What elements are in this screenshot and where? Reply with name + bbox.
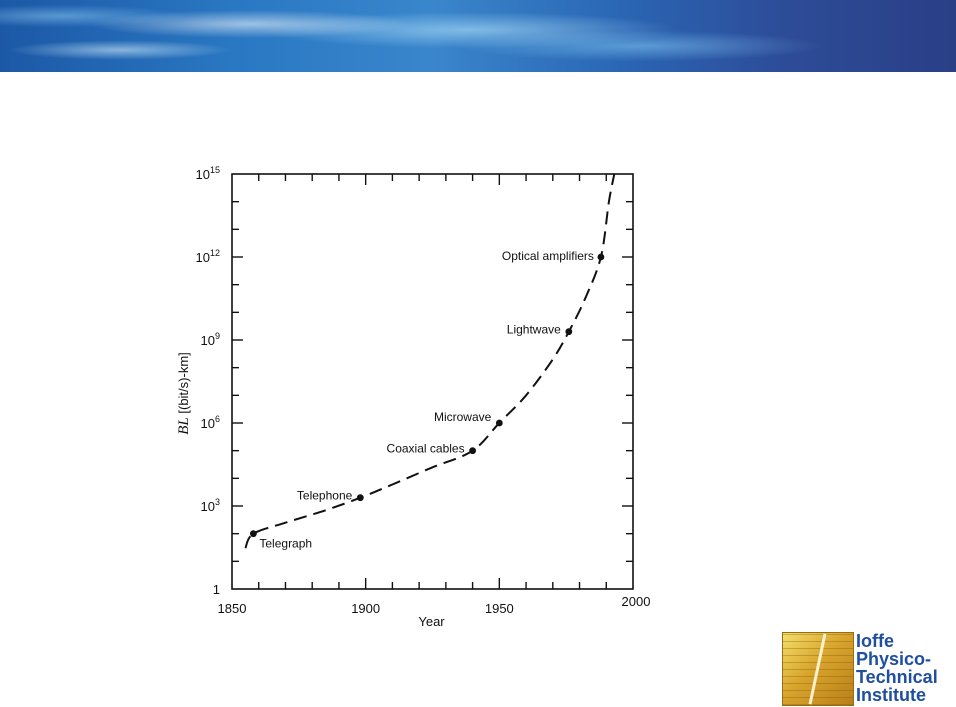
y-tick-label: 1 — [213, 582, 220, 597]
logo-mark-icon — [782, 632, 854, 706]
y-tick-label: 1015 — [196, 165, 220, 182]
data-label: Lightwave — [507, 323, 561, 337]
logo-word-2: Physico- — [856, 649, 932, 669]
data-point — [597, 253, 605, 261]
logo-word-1: Ioffe — [856, 631, 894, 651]
logo-word-3: Technical — [856, 667, 938, 687]
x-tick-label: 1850 — [218, 601, 247, 616]
data-label: Telephone — [297, 489, 353, 503]
x-tick-label: 2000 — [622, 594, 651, 609]
data-label: Telegraph — [259, 537, 312, 551]
x-tick-label: 1900 — [351, 601, 380, 616]
data-point — [249, 530, 257, 538]
data-label: Coaxial cables — [387, 442, 465, 456]
logo-word-4: Institute — [856, 685, 926, 705]
y-axis-label: BL [(bit/s)-km] — [176, 352, 192, 435]
header-banner — [0, 0, 956, 72]
y-tick-label: 1012 — [196, 248, 220, 265]
ioffe-logo: Ioffe Physico- Technical Institute — [780, 630, 945, 706]
data-point — [495, 419, 503, 427]
plot-frame — [231, 173, 634, 590]
x-axis-label: Year — [418, 614, 445, 629]
data-label: Optical amplifiers — [502, 249, 594, 263]
data-point — [469, 447, 476, 455]
trend-line — [244, 173, 616, 549]
data-point — [565, 328, 573, 336]
data-point — [356, 494, 364, 502]
y-tick-label: 103 — [201, 497, 220, 514]
data-label: Microwave — [434, 410, 492, 424]
y-tick-label: 109 — [201, 331, 220, 348]
y-tick-label: 106 — [201, 414, 220, 431]
x-tick-label: 1950 — [485, 601, 514, 616]
